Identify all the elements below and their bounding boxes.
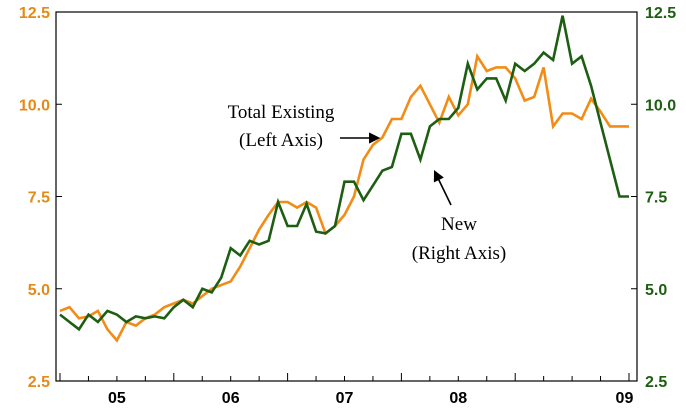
right-tick-label: 5.0 [645,282,667,299]
x-tick-label: 08 [449,390,467,407]
right-axis: 2.5 5.0 7.5 10.0 12.5 [631,5,676,391]
x-tick-label: 06 [222,390,240,407]
left-tick-label: 2.5 [28,374,50,391]
left-tick-label: 10.0 [19,97,50,114]
x-tick-label: 07 [336,390,354,407]
annotations: Total Existing (Left Axis) New (Right Axis) [228,102,507,264]
series-line-new [59,15,629,332]
annotation-label-line: (Left Axis) [239,130,323,151]
left-tick-label: 5.0 [28,282,50,299]
annotation-arrow [433,169,452,206]
annotation-label-line: New [441,214,477,235]
right-tick-label: 10.0 [645,97,676,114]
x-tick-label: 09 [616,390,634,407]
annotation-label-line: Total Existing [228,102,335,123]
x-tick-label: 05 [108,390,126,407]
right-tick-label: 12.5 [645,5,676,22]
series-group [59,15,629,343]
right-tick-label: 2.5 [645,374,667,391]
right-tick-label: 7.5 [645,190,667,207]
x-axis: 05 06 07 08 09 [59,373,634,407]
plot-frame [55,11,638,382]
plot-border [55,11,638,382]
left-axis: 2.5 5.0 7.5 10.0 12.5 [19,5,62,391]
left-tick-label: 12.5 [19,5,50,22]
left-tick-label: 7.5 [28,190,50,207]
annotation-label-line: (Right Axis) [412,243,506,264]
series-line-total-existing [59,52,629,343]
